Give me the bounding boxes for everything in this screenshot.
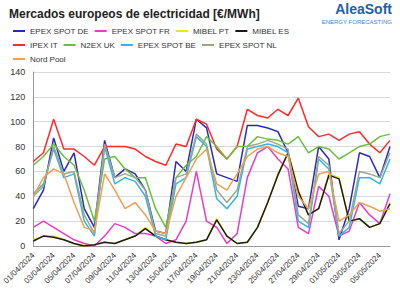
svg-text:120: 120 bbox=[10, 92, 25, 102]
svg-text:25/04/2024: 25/04/2024 bbox=[246, 250, 282, 286]
svg-text:60: 60 bbox=[15, 166, 25, 176]
svg-text:01/05/2024: 01/05/2024 bbox=[307, 250, 343, 286]
svg-text:0: 0 bbox=[20, 241, 25, 251]
svg-text:05/04/2024: 05/04/2024 bbox=[42, 250, 78, 286]
svg-text:Mercados europeos de electrici: Mercados europeos de electricidad [€/MWh… bbox=[9, 7, 260, 21]
svg-text:11/04/2024: 11/04/2024 bbox=[104, 250, 139, 285]
svg-text:MIBEL PT: MIBEL PT bbox=[193, 27, 229, 36]
svg-text:17/04/2024: 17/04/2024 bbox=[164, 250, 200, 286]
svg-text:29/04/2024: 29/04/2024 bbox=[287, 250, 322, 286]
svg-text:23/04/2024: 23/04/2024 bbox=[226, 250, 261, 286]
svg-text:EPEX SPOT DE: EPEX SPOT DE bbox=[30, 27, 89, 36]
svg-text:20: 20 bbox=[15, 216, 25, 226]
svg-text:05/05/2024: 05/05/2024 bbox=[348, 250, 383, 285]
svg-text:13/04/2024: 13/04/2024 bbox=[124, 250, 159, 286]
svg-text:03/04/2024: 03/04/2024 bbox=[22, 250, 57, 286]
svg-text:IPEX IT: IPEX IT bbox=[30, 41, 58, 50]
svg-text:EPEX SPOT BE: EPEX SPOT BE bbox=[138, 41, 196, 50]
svg-text:27/04/2024: 27/04/2024 bbox=[266, 250, 302, 286]
svg-text:140: 140 bbox=[10, 67, 25, 77]
svg-text:EPEX SPOT FR: EPEX SPOT FR bbox=[112, 27, 170, 36]
svg-text:21/04/2024: 21/04/2024 bbox=[205, 250, 241, 286]
svg-text:09/04/2024: 09/04/2024 bbox=[83, 250, 118, 286]
svg-text:07/04/2024: 07/04/2024 bbox=[63, 250, 98, 286]
svg-text:15/04/2024: 15/04/2024 bbox=[144, 250, 180, 286]
svg-text:MIBEL ES: MIBEL ES bbox=[252, 27, 289, 36]
svg-text:100: 100 bbox=[10, 117, 25, 127]
svg-text:EPEX SPOT NL: EPEX SPOT NL bbox=[219, 41, 277, 50]
svg-text:Nord Pool: Nord Pool bbox=[30, 55, 66, 64]
svg-text:01/04/2024: 01/04/2024 bbox=[1, 250, 37, 286]
svg-text:40: 40 bbox=[15, 191, 25, 201]
svg-text:80: 80 bbox=[15, 142, 25, 152]
svg-text:AleaSoft: AleaSoft bbox=[335, 1, 392, 17]
svg-text:N2EX UK: N2EX UK bbox=[81, 41, 116, 50]
svg-text:03/05/2024: 03/05/2024 bbox=[328, 250, 363, 286]
svg-text:ENERGY FORECASTING: ENERGY FORECASTING bbox=[322, 19, 393, 25]
svg-text:19/04/2024: 19/04/2024 bbox=[185, 250, 220, 286]
